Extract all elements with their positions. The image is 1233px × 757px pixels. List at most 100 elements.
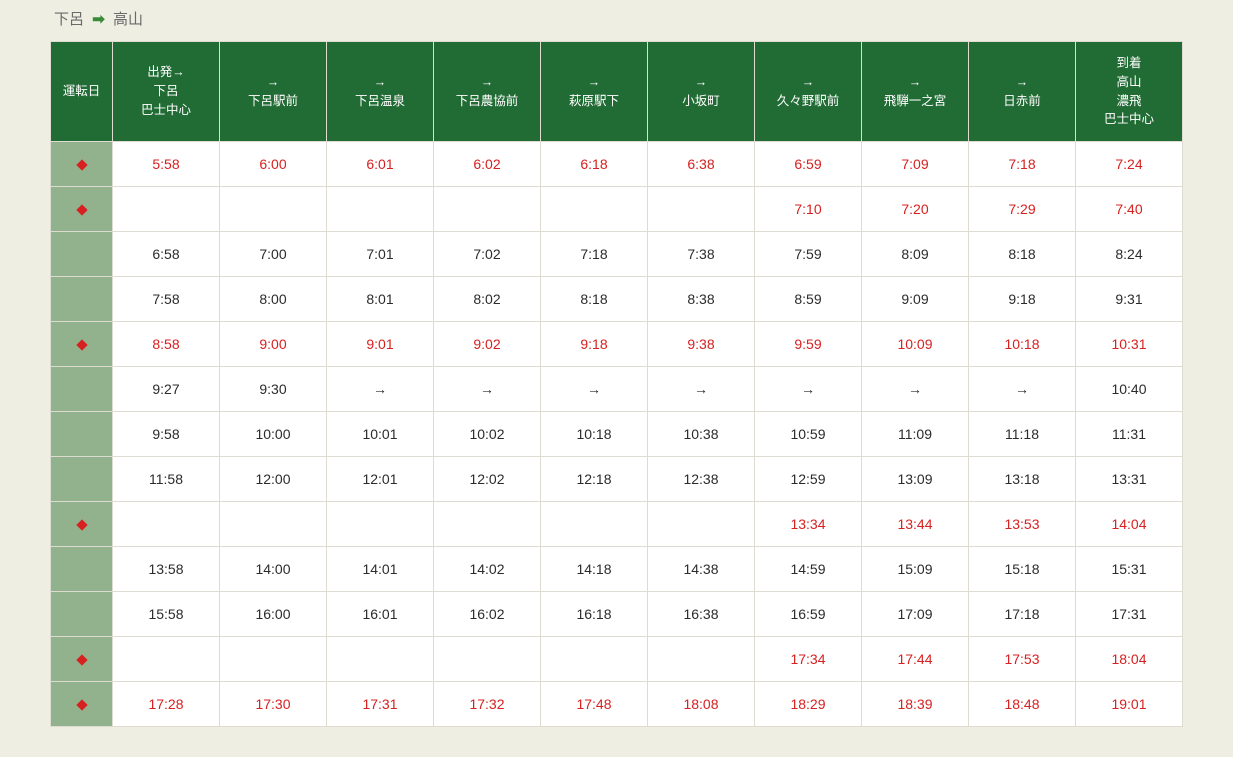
time-cell: 8:38	[648, 277, 755, 322]
route-title: 下呂 ➡ 高山	[50, 8, 1183, 29]
time-cell: 10:02	[434, 412, 541, 457]
time-cell	[113, 187, 220, 232]
diamond-icon	[76, 159, 87, 170]
time-cell: 8:01	[327, 277, 434, 322]
time-cell: 16:59	[755, 592, 862, 637]
time-cell: 8:58	[113, 322, 220, 367]
time-cell	[113, 502, 220, 547]
time-cell: 8:02	[434, 277, 541, 322]
time-cell: 18:29	[755, 682, 862, 727]
table-row: 15:5816:0016:0116:0216:1816:3816:5917:09…	[51, 592, 1183, 637]
operating-day-cell	[51, 457, 113, 502]
time-cell	[541, 637, 648, 682]
time-cell: 17:32	[434, 682, 541, 727]
time-cell: 6:58	[113, 232, 220, 277]
time-cell: 15:58	[113, 592, 220, 637]
diamond-icon	[76, 699, 87, 710]
time-cell: 14:18	[541, 547, 648, 592]
time-cell: 13:31	[1076, 457, 1183, 502]
time-cell: 17:31	[327, 682, 434, 727]
time-cell: 9:18	[541, 322, 648, 367]
time-cell: 17:44	[862, 637, 969, 682]
column-header: →久々野駅前	[755, 42, 862, 142]
time-cell	[434, 502, 541, 547]
time-cell: 18:08	[648, 682, 755, 727]
column-header: →飛騨一之宮	[862, 42, 969, 142]
time-cell: 14:38	[648, 547, 755, 592]
time-cell: 16:18	[541, 592, 648, 637]
time-cell: 15:18	[969, 547, 1076, 592]
column-header: 到着高山濃飛巴士中心	[1076, 42, 1183, 142]
time-cell: 6:18	[541, 142, 648, 187]
time-cell: 17:18	[969, 592, 1076, 637]
time-cell: 16:00	[220, 592, 327, 637]
time-cell	[648, 637, 755, 682]
time-cell: 7:00	[220, 232, 327, 277]
timetable-head: 運転日出発→下呂巴士中心→下呂駅前→下呂温泉→下呂農協前→萩原駅下→小坂町→久々…	[51, 42, 1183, 142]
time-cell: 17:34	[755, 637, 862, 682]
operating-day-cell	[51, 277, 113, 322]
time-cell: 6:00	[220, 142, 327, 187]
time-cell: 15:31	[1076, 547, 1183, 592]
column-header: →日赤前	[969, 42, 1076, 142]
timetable-body: 5:586:006:016:026:186:386:597:097:187:24…	[51, 142, 1183, 727]
operating-day-cell	[51, 232, 113, 277]
time-cell: 10:09	[862, 322, 969, 367]
operating-day-cell	[51, 187, 113, 232]
time-cell: 8:09	[862, 232, 969, 277]
time-cell: →	[755, 367, 862, 412]
time-cell	[220, 637, 327, 682]
time-cell	[327, 187, 434, 232]
time-cell: 7:18	[541, 232, 648, 277]
table-row: 11:5812:0012:0112:0212:1812:3812:5913:09…	[51, 457, 1183, 502]
table-row: 13:5814:0014:0114:0214:1814:3814:5915:09…	[51, 547, 1183, 592]
time-cell: 7:40	[1076, 187, 1183, 232]
time-cell	[434, 187, 541, 232]
table-row: 13:3413:4413:5314:04	[51, 502, 1183, 547]
time-cell: 14:00	[220, 547, 327, 592]
time-cell: 8:18	[541, 277, 648, 322]
time-cell: 7:58	[113, 277, 220, 322]
time-cell: 10:18	[541, 412, 648, 457]
time-cell: 9:30	[220, 367, 327, 412]
time-cell: 12:18	[541, 457, 648, 502]
time-cell: 7:24	[1076, 142, 1183, 187]
column-header: →小坂町	[648, 42, 755, 142]
column-header: →下呂農協前	[434, 42, 541, 142]
table-row: 8:589:009:019:029:189:389:5910:0910:1810…	[51, 322, 1183, 367]
time-cell: 17:30	[220, 682, 327, 727]
time-cell: 13:53	[969, 502, 1076, 547]
time-cell: 8:59	[755, 277, 862, 322]
time-cell: 7:20	[862, 187, 969, 232]
operating-day-cell	[51, 142, 113, 187]
time-cell: →	[862, 367, 969, 412]
time-cell: →	[327, 367, 434, 412]
time-cell: →	[969, 367, 1076, 412]
route-to: 高山	[113, 11, 143, 28]
time-cell: 10:40	[1076, 367, 1183, 412]
time-cell: 11:18	[969, 412, 1076, 457]
time-cell	[648, 187, 755, 232]
operating-day-cell	[51, 592, 113, 637]
table-row: 7:107:207:297:40	[51, 187, 1183, 232]
time-cell: 8:18	[969, 232, 1076, 277]
time-cell: 13:44	[862, 502, 969, 547]
diamond-icon	[76, 519, 87, 530]
time-cell: 12:38	[648, 457, 755, 502]
time-cell	[541, 187, 648, 232]
time-cell: 7:59	[755, 232, 862, 277]
time-cell: →	[434, 367, 541, 412]
time-cell: 7:18	[969, 142, 1076, 187]
time-cell: 17:53	[969, 637, 1076, 682]
time-cell: 10:38	[648, 412, 755, 457]
time-cell: 10:18	[969, 322, 1076, 367]
table-row: 6:587:007:017:027:187:387:598:098:188:24	[51, 232, 1183, 277]
table-row: 17:2817:3017:3117:3217:4818:0818:2918:39…	[51, 682, 1183, 727]
diamond-icon	[76, 204, 87, 215]
time-cell: 16:38	[648, 592, 755, 637]
time-cell: 14:01	[327, 547, 434, 592]
time-cell: 9:00	[220, 322, 327, 367]
operating-day-cell	[51, 637, 113, 682]
time-cell: 12:59	[755, 457, 862, 502]
column-header: →下呂温泉	[327, 42, 434, 142]
